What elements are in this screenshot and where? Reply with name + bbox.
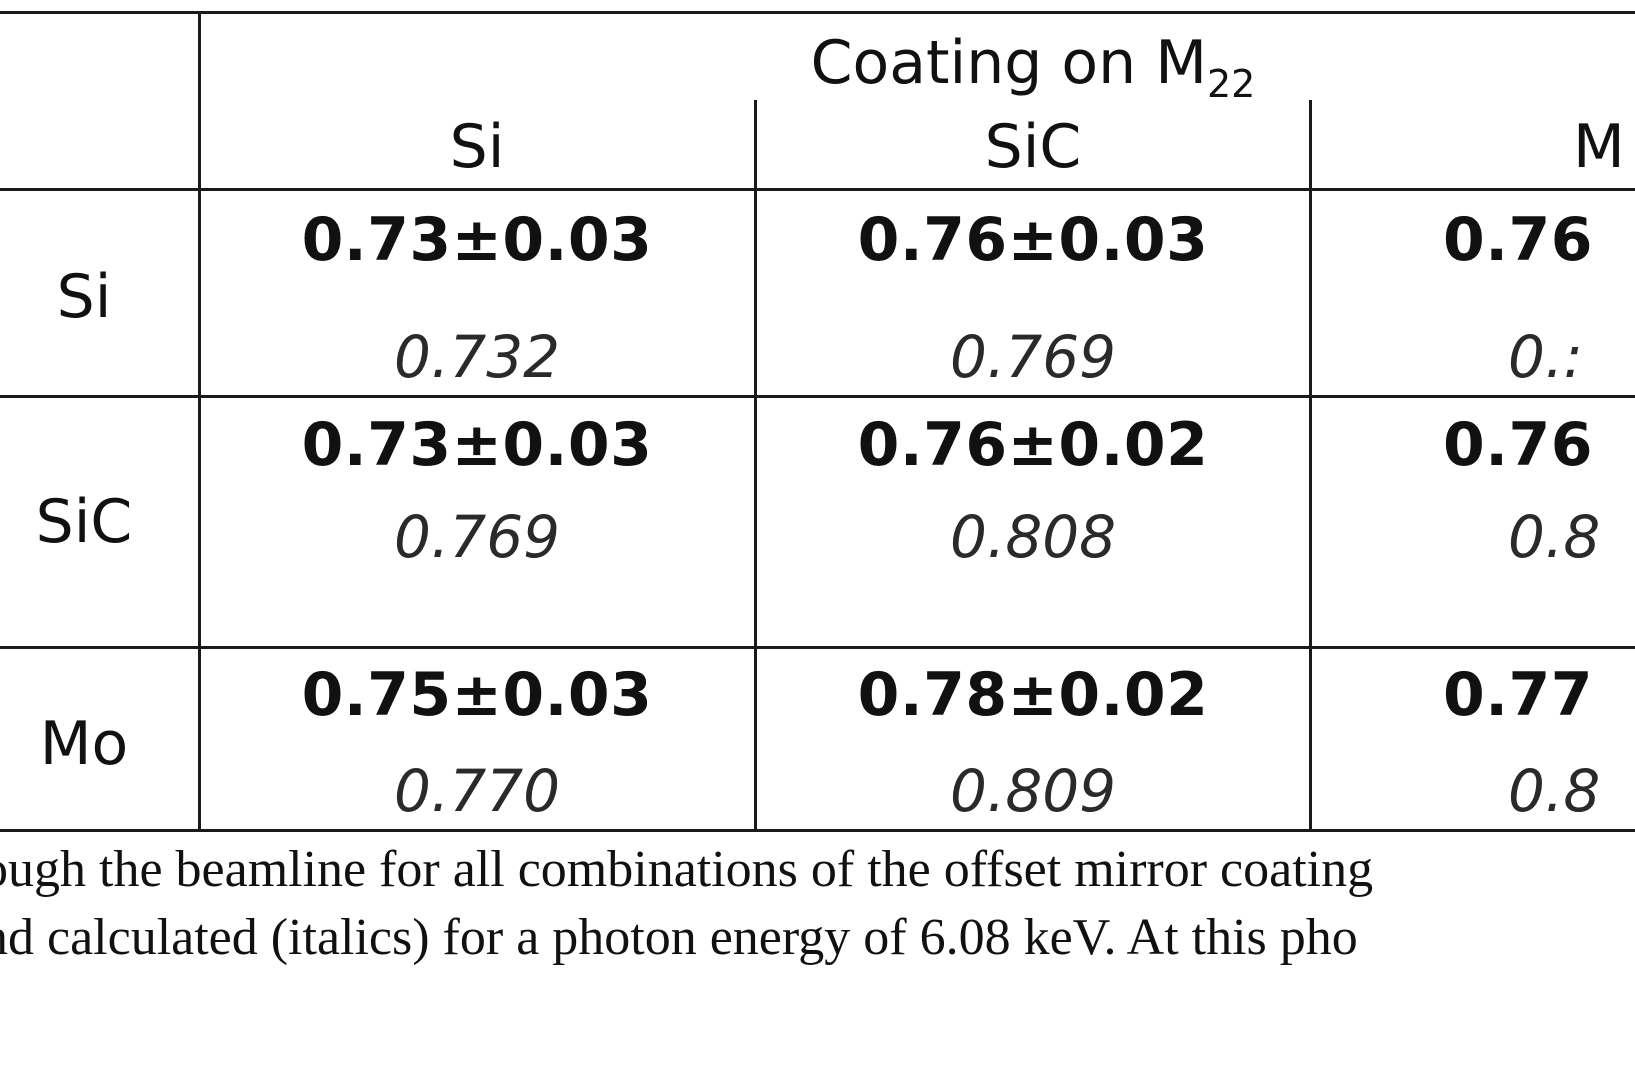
cell-calculated: 0.769 <box>949 323 1117 391</box>
row-label-sic: SiC <box>35 487 133 557</box>
stub-column-divider <box>198 11 201 832</box>
cell-calculated: 0.809 <box>949 757 1117 825</box>
cell-calculated: 0.: <box>1508 323 1583 391</box>
cell-measured: 0.75±0.03 <box>301 660 653 730</box>
row1-bottom-rule <box>0 395 1635 398</box>
cell-measured: 0.76±0.03 <box>857 205 1209 275</box>
cell-calculated: 0.732 <box>393 323 561 391</box>
caption-line-2: nd calculated (italics) for a photon ene… <box>0 909 1358 966</box>
cell-measured: 0.76 <box>1443 410 1594 480</box>
group-header-subscript: 22 <box>1206 62 1256 106</box>
row-label-si: Si <box>56 262 112 332</box>
cell-calculated: 0.769 <box>393 503 561 571</box>
cell-calculated: 0.808 <box>949 503 1117 571</box>
cell-measured: 0.78±0.02 <box>857 660 1209 730</box>
cell-measured: 0.73±0.03 <box>301 410 653 480</box>
group-header-text: Coating on M <box>810 28 1207 98</box>
cell-measured: 0.76±0.02 <box>857 410 1209 480</box>
table-bottom-rule <box>0 829 1635 832</box>
cell-measured: 0.76 <box>1443 205 1594 275</box>
column-header-sic: SiC <box>984 112 1082 182</box>
cell-measured: 0.77 <box>1443 660 1594 730</box>
table-top-rule <box>0 11 1635 14</box>
cell-measured: 0.73±0.03 <box>301 205 653 275</box>
row2-bottom-rule <box>0 646 1635 649</box>
cell-calculated: 0.8 <box>1508 503 1601 571</box>
column-divider-2 <box>1309 100 1312 832</box>
group-header: Coating on M22 <box>810 28 1256 106</box>
cell-calculated: 0.8 <box>1508 757 1601 825</box>
column-header-mo: M <box>1573 112 1625 182</box>
header-bottom-rule <box>0 188 1635 191</box>
cell-calculated: 0.770 <box>393 757 561 825</box>
column-header-si: Si <box>449 112 505 182</box>
caption-line-1: ough the beamline for all combinations o… <box>0 841 1374 898</box>
row-label-mo: Mo <box>39 709 129 779</box>
column-divider-1 <box>754 100 757 832</box>
